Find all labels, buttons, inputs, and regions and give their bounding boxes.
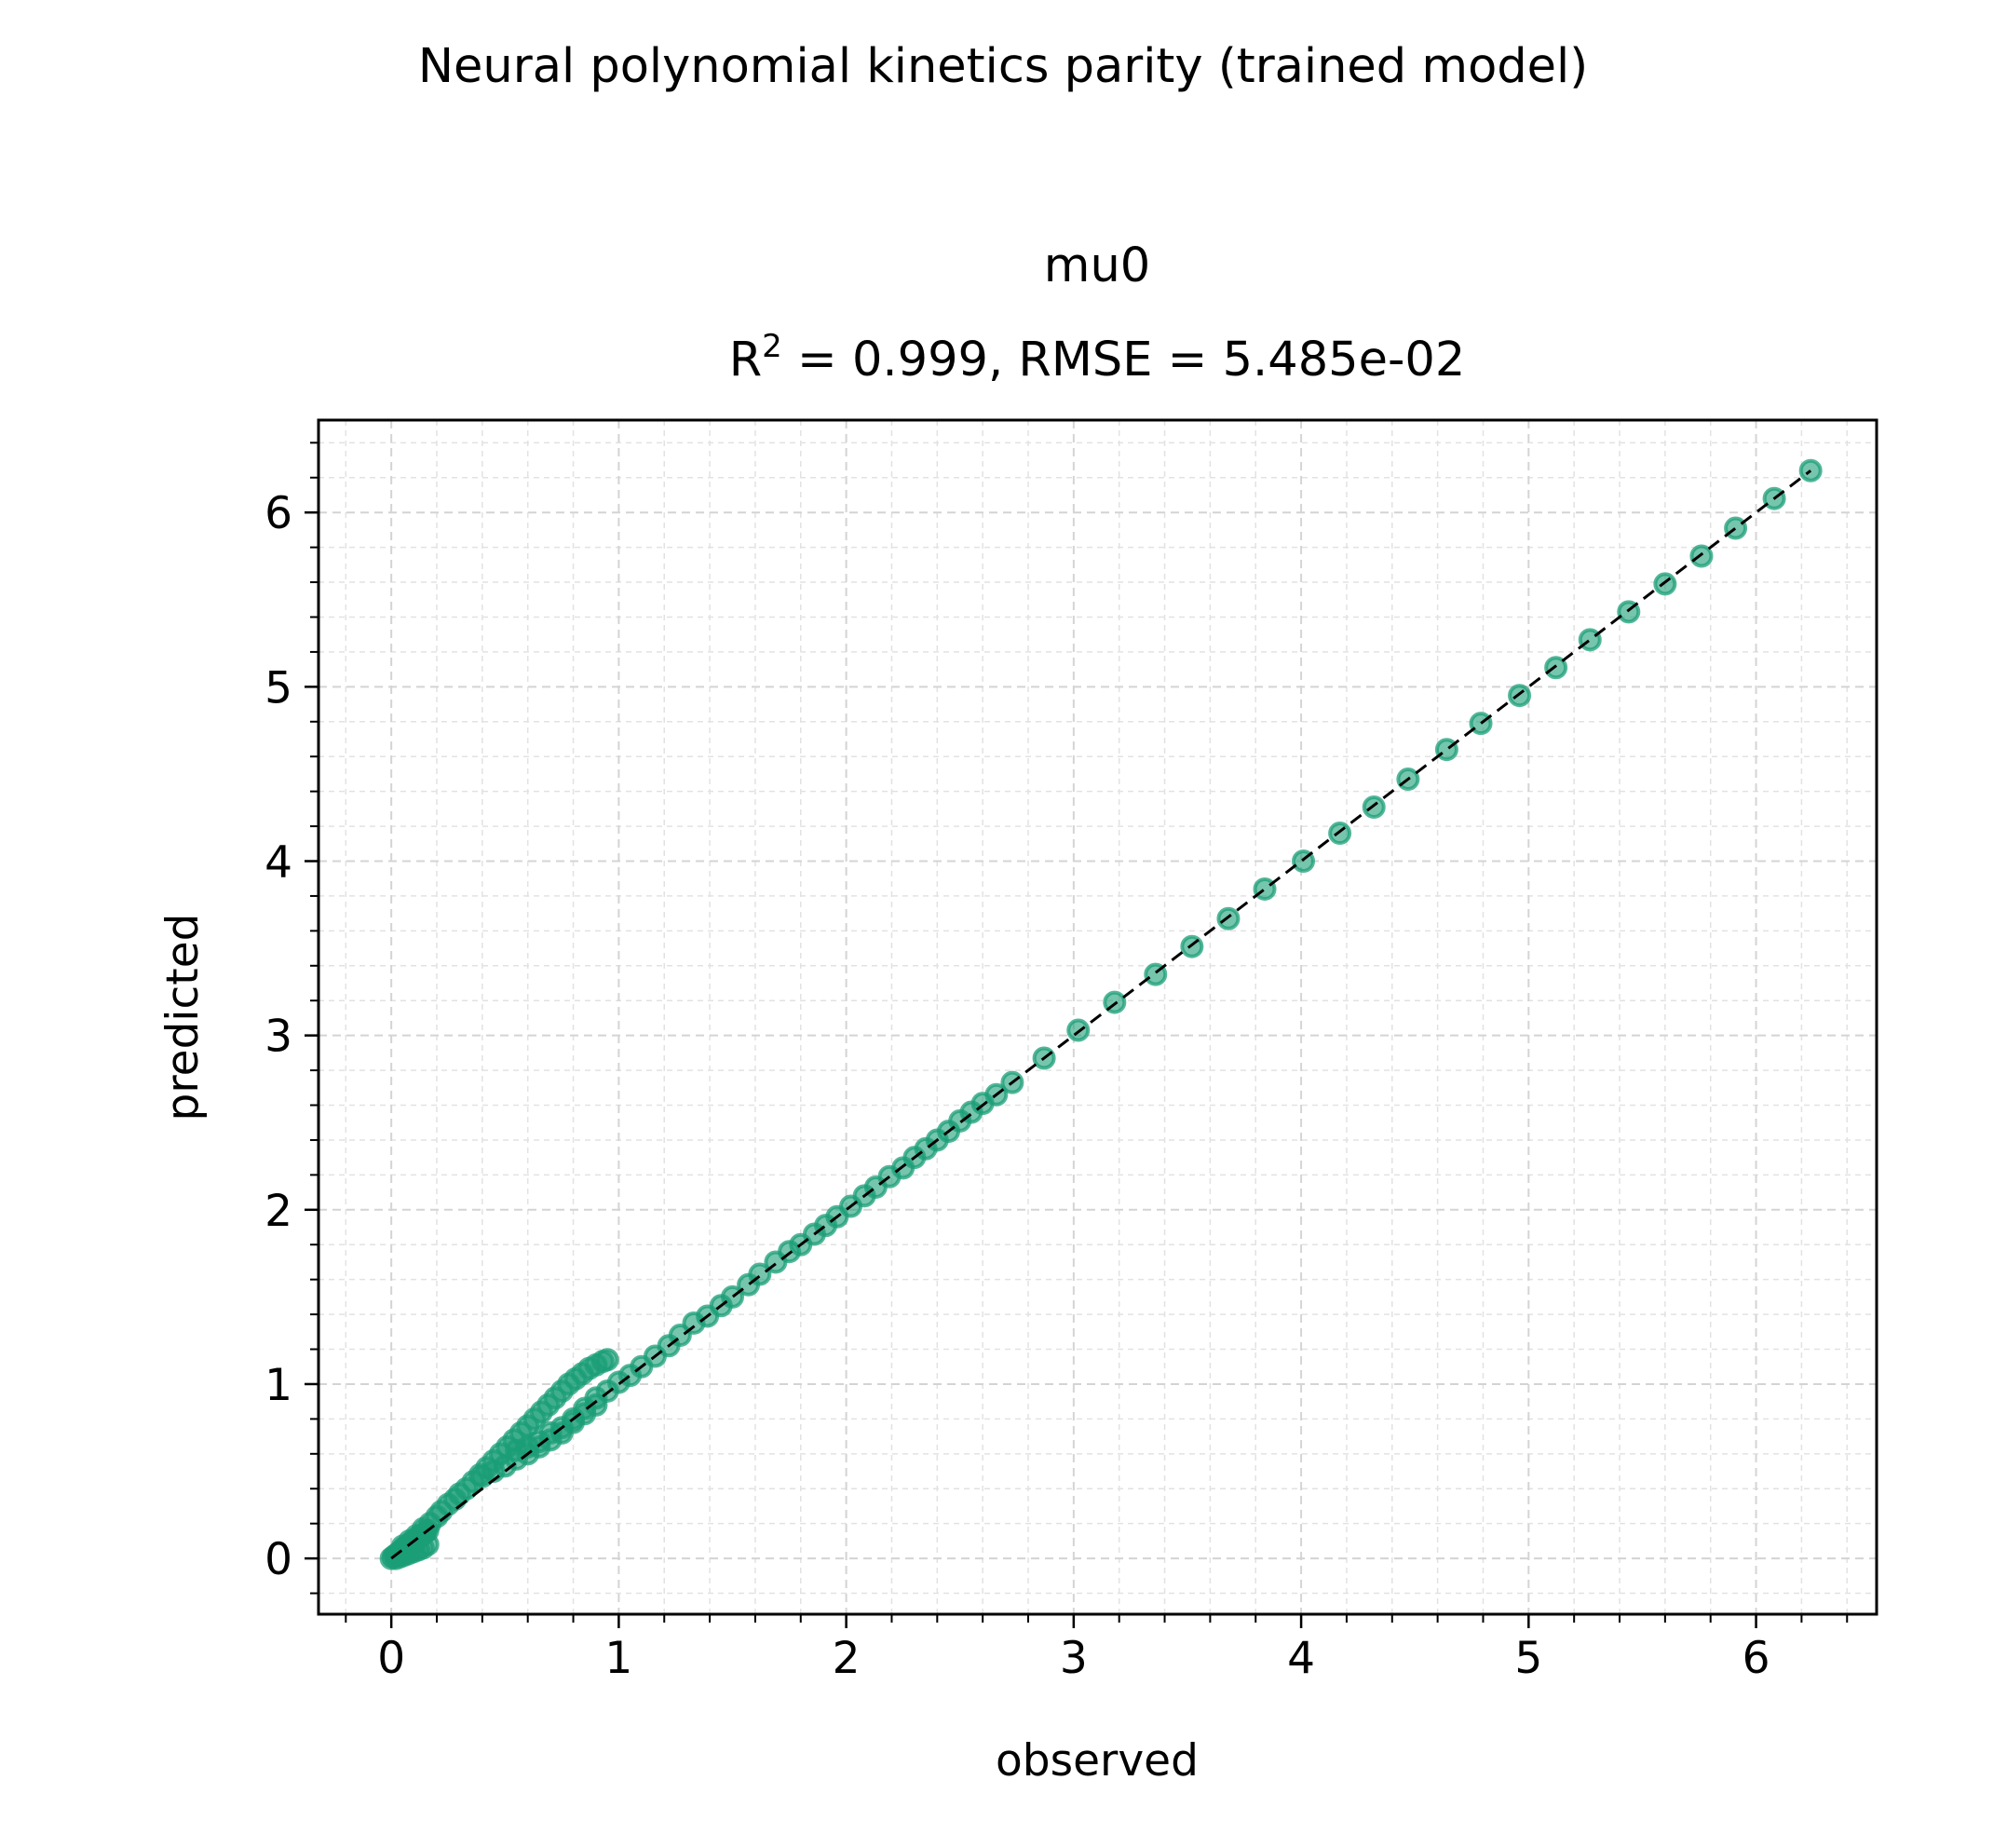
x-tick-label: 3 [1060, 1633, 1088, 1684]
y-axis-ticks: 0 1 2 3 4 5 6 [264, 442, 319, 1595]
data-point [595, 1348, 619, 1372]
x-tick-label: 0 [377, 1633, 405, 1684]
y-tick-label: 4 [264, 836, 292, 888]
axes-frame [317, 418, 1878, 1616]
x-tick-label: 2 [833, 1633, 861, 1684]
subtitle-metrics: = 0.999, RMSE = 5.485e-02 [782, 333, 1465, 387]
subtitle-superscript: 2 [762, 328, 782, 365]
chart-title: mu0 [1044, 238, 1150, 293]
y-tick-label: 0 [264, 1534, 292, 1585]
y-axis-label: predicted [157, 914, 209, 1121]
y-tick-label: 3 [264, 1012, 292, 1063]
x-axis-ticks: 0 1 2 3 4 5 6 [345, 1614, 1849, 1684]
x-axis-label: observed [996, 1735, 1199, 1787]
data-point [1798, 458, 1823, 482]
plot-area [317, 418, 1878, 1616]
data-points [379, 458, 1823, 1570]
figure-suptitle: Neural polynomial kinetics parity (train… [418, 39, 1588, 94]
x-tick-label: 6 [1743, 1633, 1770, 1684]
subtitle-r: R [729, 333, 762, 387]
y-tick-label: 2 [264, 1186, 292, 1237]
x-tick-label: 1 [604, 1633, 632, 1684]
y-tick-label: 1 [264, 1360, 292, 1411]
x-tick-label: 4 [1287, 1633, 1315, 1684]
y-tick-label: 6 [264, 488, 292, 539]
chart-subtitle: R2 = 0.999, RMSE = 5.485e-02 [729, 328, 1466, 387]
identity-reference-line [390, 469, 1812, 1560]
y-tick-label: 5 [264, 662, 292, 713]
x-tick-label: 5 [1514, 1633, 1542, 1684]
